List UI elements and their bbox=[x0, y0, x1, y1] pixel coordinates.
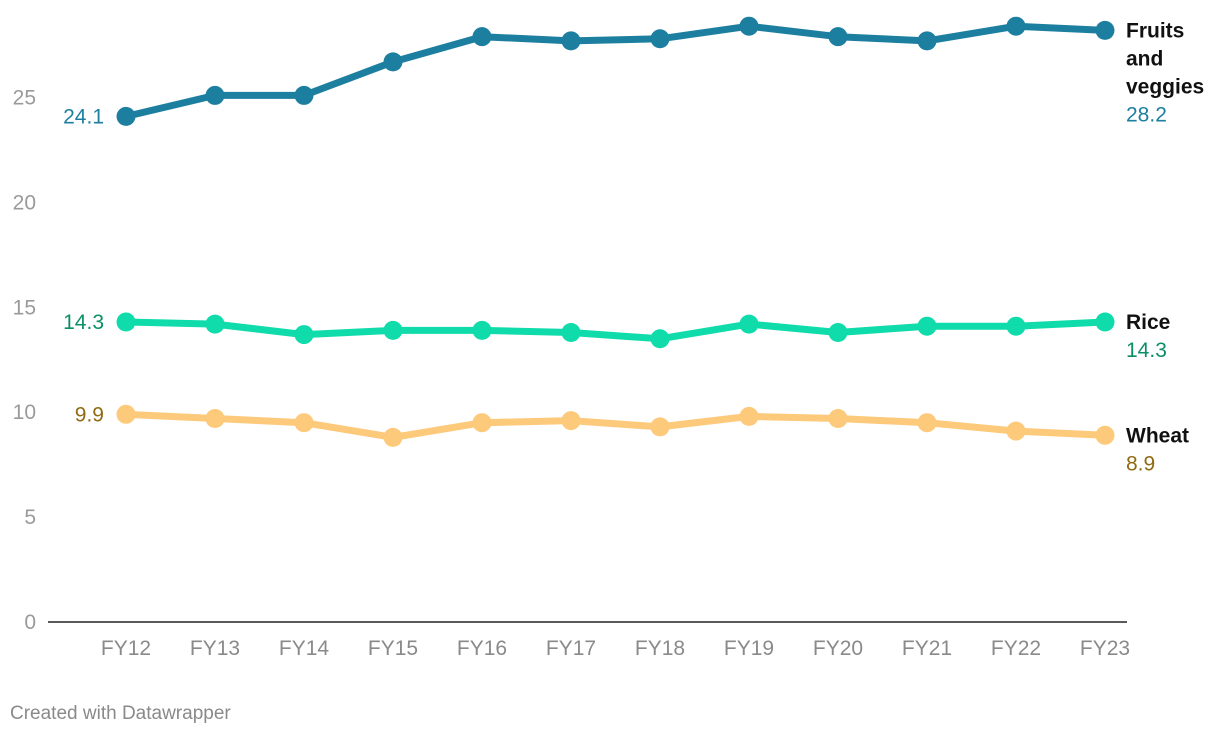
data-point bbox=[294, 325, 314, 345]
data-point bbox=[1006, 316, 1026, 336]
end-value-label: 8.9 bbox=[1126, 452, 1155, 475]
data-point bbox=[294, 413, 314, 433]
data-point bbox=[561, 31, 581, 51]
data-point bbox=[383, 52, 403, 72]
data-point bbox=[1006, 421, 1026, 441]
data-point bbox=[739, 406, 759, 426]
x-axis: FY12 FY13 FY14 FY15 FY16 FY17 FY18 FY19 FY20 FY21… bbox=[101, 637, 1130, 660]
data-point bbox=[917, 31, 937, 51]
start-value-label: 14.3 bbox=[63, 311, 104, 334]
series-line bbox=[122, 318, 1109, 343]
data-point bbox=[561, 322, 581, 342]
data-point bbox=[1095, 425, 1115, 445]
data-point bbox=[205, 85, 225, 105]
x-tick-label: FY13 bbox=[190, 637, 240, 660]
data-point bbox=[650, 29, 670, 49]
x-tick-label: FY20 bbox=[813, 637, 863, 660]
data-point bbox=[472, 320, 492, 340]
data-point bbox=[650, 417, 670, 437]
data-point bbox=[472, 413, 492, 433]
data-point bbox=[205, 409, 225, 429]
x-tick-label: FY16 bbox=[457, 637, 507, 660]
y-axis: 0 5 10 15 20 25 bbox=[13, 87, 1127, 634]
credit-text: Created with Datawrapper bbox=[10, 703, 231, 724]
data-point bbox=[828, 409, 848, 429]
y-tick-label: 10 bbox=[13, 401, 36, 424]
end-value-label: 28.2 bbox=[1126, 103, 1167, 126]
y-tick-label: 5 bbox=[24, 506, 36, 529]
y-tick-label: 0 bbox=[24, 611, 36, 634]
x-tick-label: FY17 bbox=[546, 637, 596, 660]
start-value-label: 9.9 bbox=[75, 403, 104, 426]
data-point bbox=[828, 27, 848, 47]
x-tick-label: FY14 bbox=[279, 637, 330, 660]
series-name-label: Wheat bbox=[1126, 424, 1189, 447]
data-point bbox=[1006, 16, 1026, 36]
series-line bbox=[122, 410, 1109, 441]
data-point bbox=[116, 106, 136, 126]
series-name-label: and bbox=[1126, 47, 1163, 70]
data-point bbox=[828, 322, 848, 342]
data-point bbox=[739, 314, 759, 334]
series-lines bbox=[116, 16, 1115, 447]
data-point bbox=[561, 411, 581, 431]
data-point bbox=[917, 316, 937, 336]
series-name-label: Rice bbox=[1126, 311, 1170, 334]
x-tick-label: FY15 bbox=[368, 637, 418, 660]
data-point bbox=[205, 314, 225, 334]
data-point bbox=[383, 427, 403, 447]
x-tick-label: FY18 bbox=[635, 637, 685, 660]
data-point bbox=[472, 27, 492, 47]
x-tick-label: FY22 bbox=[991, 637, 1041, 660]
data-point bbox=[739, 16, 759, 36]
data-point bbox=[1095, 20, 1115, 40]
start-value-label: 24.1 bbox=[63, 105, 104, 128]
data-point bbox=[917, 413, 937, 433]
series-labels: 24.1 Fruits and veggies 28.2 14.3 Rice 14.3 9.9 W… bbox=[63, 19, 1204, 475]
x-tick-label: FY19 bbox=[724, 637, 774, 660]
data-point bbox=[116, 404, 136, 424]
y-tick-label: 25 bbox=[13, 87, 36, 110]
x-tick-label: FY23 bbox=[1080, 637, 1130, 660]
data-point bbox=[116, 312, 136, 332]
data-point bbox=[294, 85, 314, 105]
x-tick-label: FY12 bbox=[101, 637, 151, 660]
series-name-label: Fruits bbox=[1126, 19, 1184, 42]
data-point bbox=[650, 329, 670, 349]
data-point bbox=[1095, 312, 1115, 332]
y-tick-label: 20 bbox=[13, 191, 36, 214]
x-tick-label: FY21 bbox=[902, 637, 952, 660]
end-value-label: 14.3 bbox=[1126, 339, 1167, 362]
data-point bbox=[383, 320, 403, 340]
series-line bbox=[122, 22, 1109, 120]
y-tick-label: 15 bbox=[13, 296, 36, 319]
series-name-label: veggies bbox=[1126, 75, 1204, 98]
